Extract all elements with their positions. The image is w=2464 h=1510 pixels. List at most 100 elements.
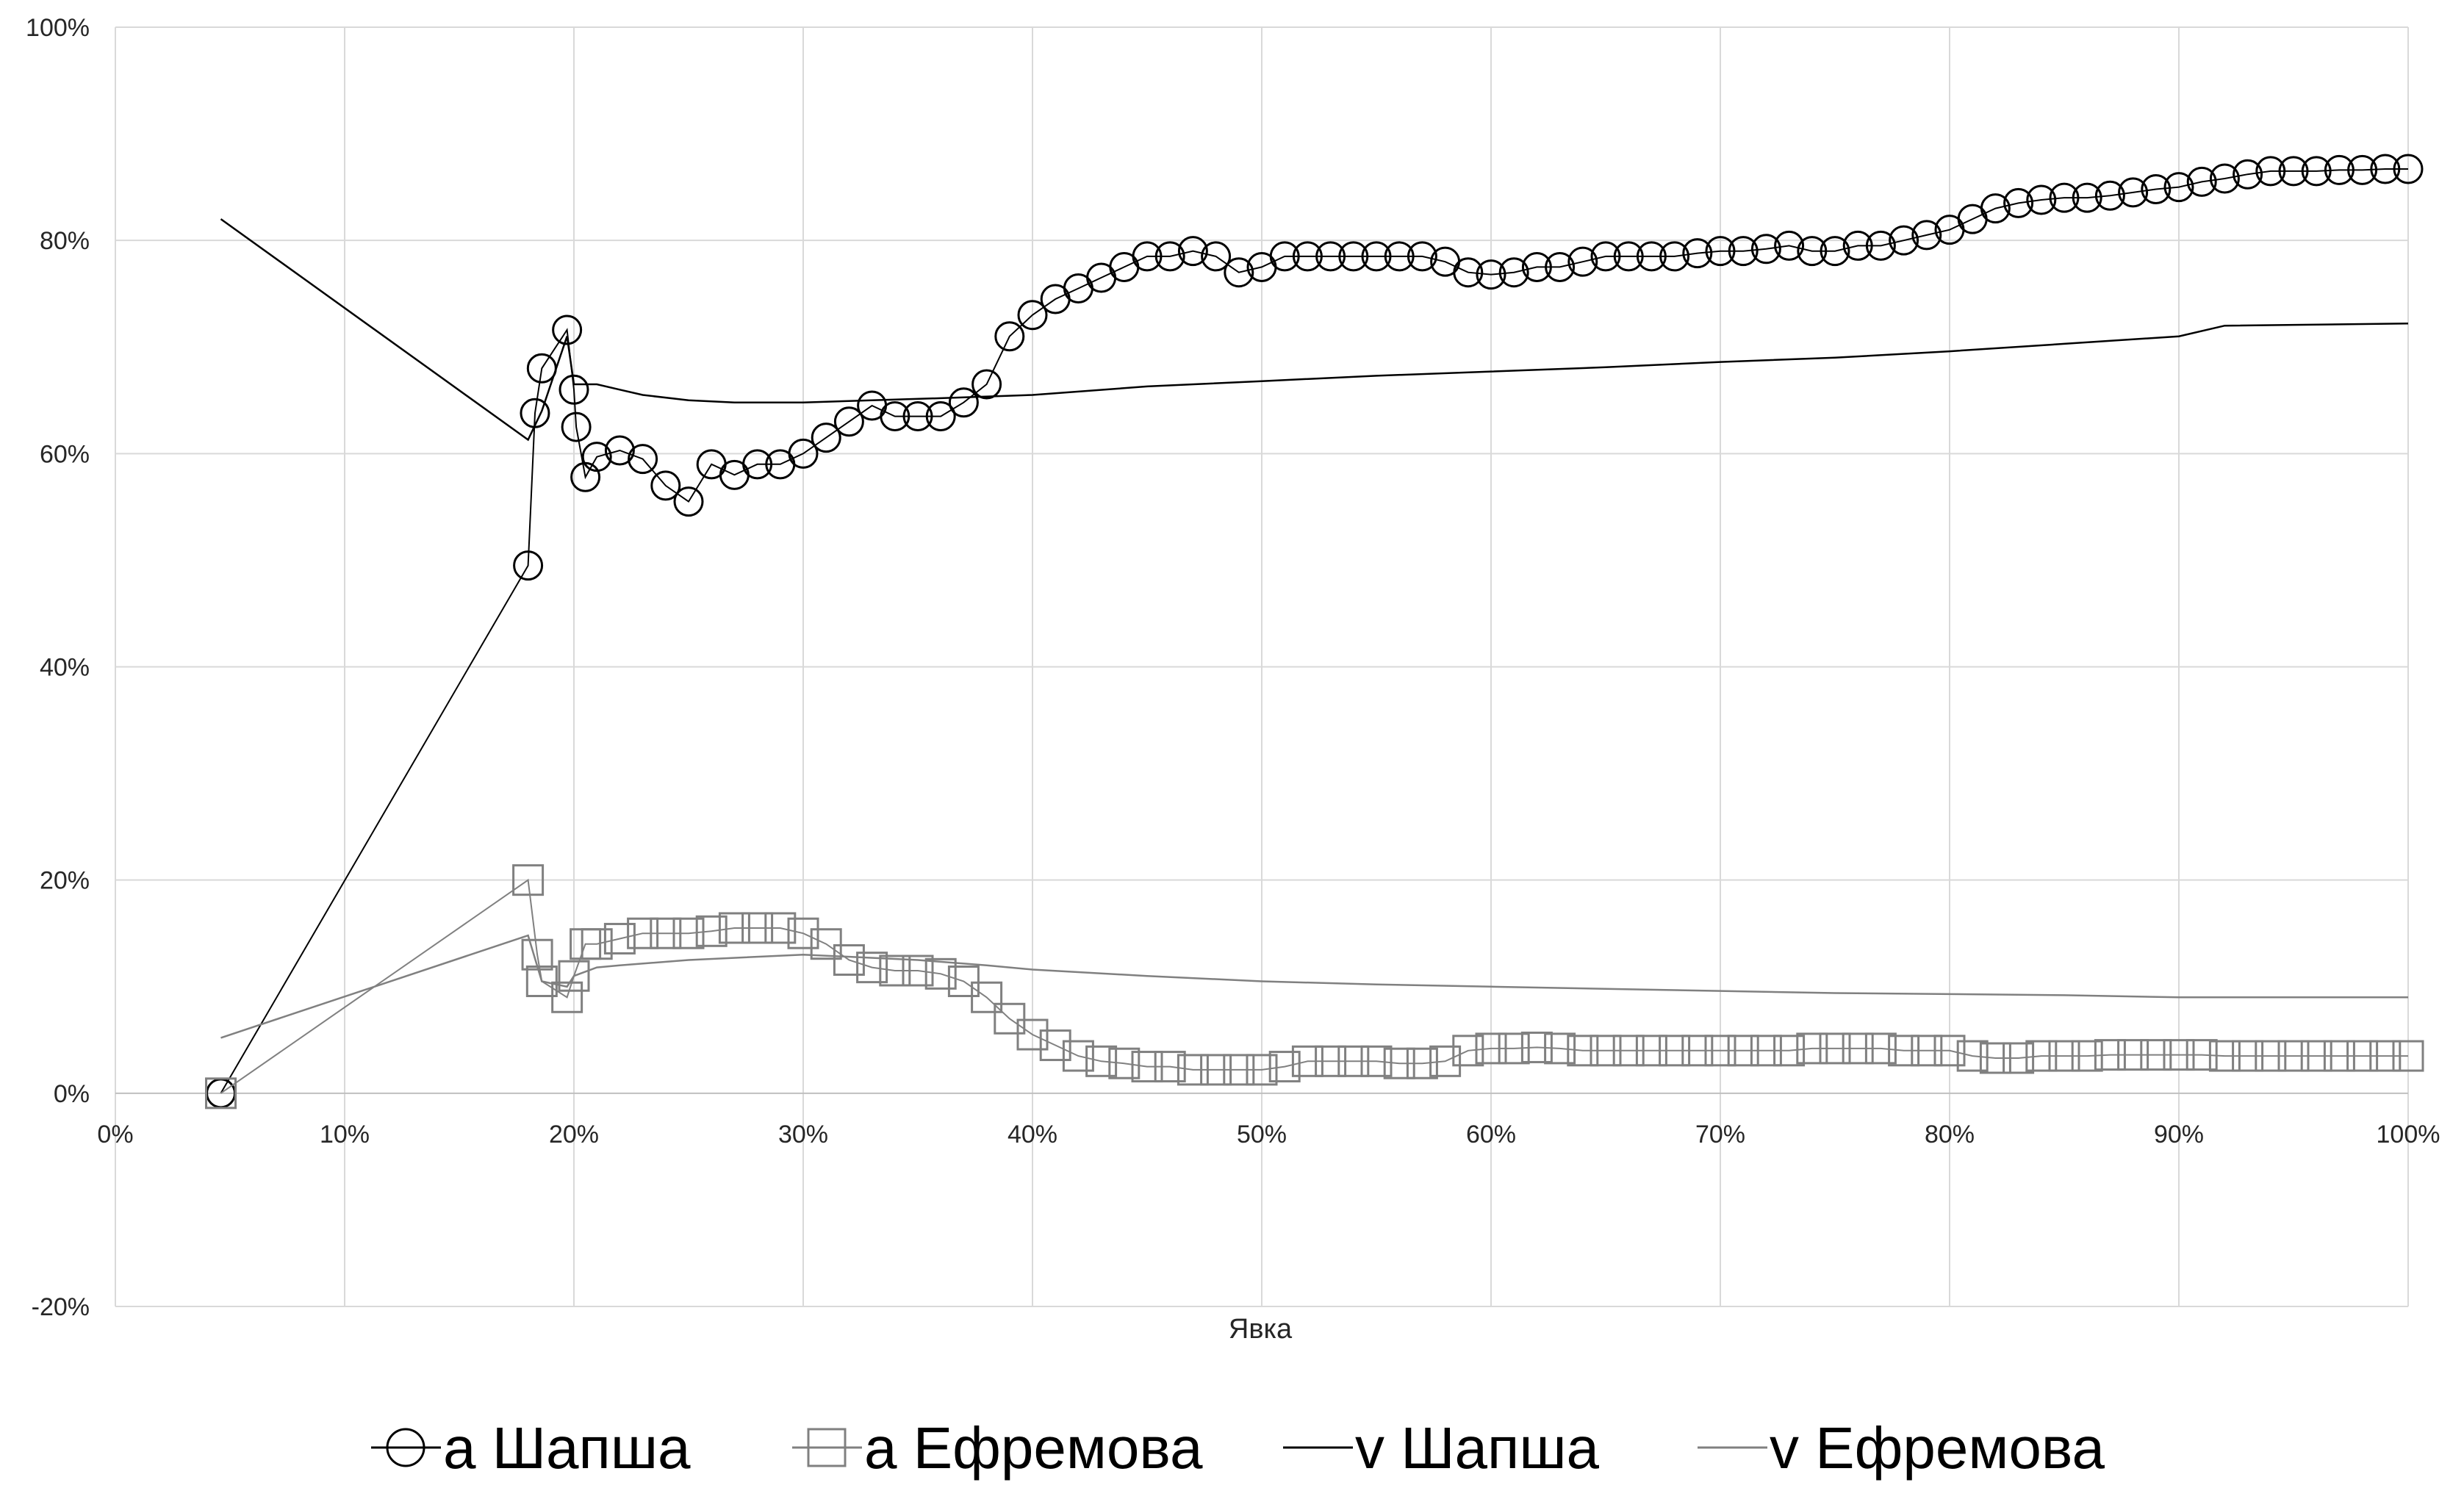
circle-marker [1224, 257, 1254, 288]
square-marker [1268, 1051, 1301, 1083]
square-marker [2025, 1040, 2058, 1072]
square-marker [1704, 1035, 1736, 1067]
circle-marker [2026, 184, 2057, 215]
square-marker [1933, 1035, 1966, 1067]
y-axis-ticks: -20% 0% 20% 40% 60% 80% 100% [26, 14, 90, 1321]
legend-item: а Ефремова [792, 1415, 1203, 1481]
square-marker [1223, 1054, 1255, 1086]
circle-marker [2347, 154, 2378, 185]
circle-marker [1453, 257, 1484, 288]
square-marker [1360, 1045, 1393, 1077]
series-3 [220, 218, 2409, 442]
series-line [220, 878, 2408, 1094]
circle-marker [2233, 159, 2263, 190]
square-marker [525, 965, 558, 997]
square-marker [1659, 1035, 1691, 1067]
square-marker [1200, 1054, 1232, 1086]
gridlines [115, 26, 2409, 1307]
square-marker [1177, 1054, 1209, 1086]
square-marker [2323, 1040, 2355, 1072]
circle-marker [1476, 259, 1506, 290]
square-marker [2300, 1040, 2332, 1072]
circle-marker [742, 449, 773, 480]
square-marker [1911, 1035, 1943, 1067]
square-marker [1154, 1051, 1186, 1083]
square-marker [1246, 1054, 1278, 1086]
x-tick-label: 50% [1237, 1121, 1287, 1148]
square-marker [947, 965, 980, 997]
square-marker [2140, 1039, 2172, 1071]
plot-area-series [205, 154, 2424, 1110]
circle-marker [1521, 251, 1552, 282]
circle-marker [552, 314, 583, 345]
circle-marker [971, 369, 1002, 400]
circle-marker [1407, 241, 1437, 272]
circle-marker [2370, 154, 2401, 184]
square-marker [1612, 1035, 1645, 1067]
square-marker [2185, 1039, 2218, 1071]
square-marker [521, 938, 553, 971]
square-marker [2346, 1040, 2379, 1072]
square-marker [1979, 1042, 2011, 1074]
circle-marker [1361, 241, 1392, 272]
circle-marker [2094, 180, 2125, 211]
square-marker [1520, 1031, 1553, 1063]
square-marker [1337, 1045, 1370, 1077]
square-marker [2071, 1040, 2103, 1072]
square-marker [603, 922, 636, 954]
circle-marker [1498, 257, 1529, 288]
circle-marker [558, 374, 589, 405]
square-marker [718, 912, 750, 944]
circle-marker [561, 411, 592, 442]
circle-marker [513, 550, 544, 581]
x-tick-label: 0% [97, 1121, 133, 1148]
circle-marker [1980, 193, 2011, 224]
square-marker [994, 1002, 1026, 1035]
square-marker [1635, 1035, 1667, 1067]
square-marker [810, 928, 842, 960]
legend-item: v Шапша [1283, 1415, 1600, 1481]
circle-marker [1774, 230, 1805, 261]
square-marker [741, 912, 774, 944]
circle-marker [994, 321, 1025, 352]
square-marker [551, 981, 583, 1013]
square-marker [1315, 1045, 1347, 1077]
circle-marker [2003, 187, 2034, 218]
circle-marker [788, 438, 819, 469]
square-marker [1291, 1045, 1323, 1077]
square-marker [1475, 1032, 1507, 1065]
circle-marker [2278, 156, 2309, 187]
circle-marker [1682, 238, 1713, 269]
series-2 [205, 864, 2424, 1110]
circle-marker [1889, 225, 1919, 256]
x-axis-ticks: 0% 10% 20% 30% 40% 50% 60% 70% 80% 90% 100% [97, 1121, 2440, 1148]
square-marker [512, 864, 545, 896]
circle-marker [650, 470, 681, 501]
legend-square-marker [807, 1428, 847, 1467]
square-marker [1039, 1029, 1071, 1062]
legend-item: а Шапша [371, 1415, 691, 1481]
square-marker [205, 1077, 237, 1110]
square-marker [2392, 1040, 2424, 1072]
y-tick-label: 20% [40, 867, 90, 895]
square-marker [1383, 1047, 1415, 1079]
circle-marker [1567, 246, 1598, 277]
square-marker [695, 915, 728, 947]
square-marker [2369, 1040, 2402, 1072]
square-marker [1681, 1035, 1714, 1067]
circle-marker [2072, 182, 2102, 213]
series-line [220, 218, 2409, 442]
square-marker [1796, 1032, 1828, 1065]
circle-marker [2209, 163, 2240, 194]
y-tick-label: 0% [54, 1080, 90, 1108]
circle-marker [1613, 241, 1644, 272]
square-marker [1956, 1040, 1989, 1072]
circle-marker [2118, 177, 2149, 208]
y-tick-label: 80% [40, 227, 90, 255]
circle-marker [1842, 230, 1873, 261]
circle-marker [1269, 241, 1300, 272]
circle-marker [2255, 156, 2286, 187]
square-marker [1085, 1045, 1118, 1077]
x-tick-label: 100% [2377, 1121, 2440, 1148]
